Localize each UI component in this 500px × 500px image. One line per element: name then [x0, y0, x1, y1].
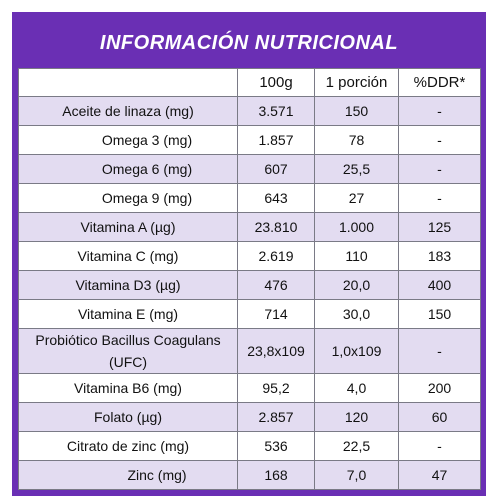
- row-label: Vitamina D3 (µg): [18, 270, 238, 300]
- value-100g: 95,2: [237, 373, 315, 403]
- table-row: Vitamina E (mg) 714 30,0 150: [18, 299, 481, 329]
- row-label: Omega 3 (mg): [18, 125, 238, 155]
- row-label: Vitamina A (µg): [18, 212, 238, 242]
- table-row: Vitamina A (µg) 23.810 1.000 125: [18, 212, 481, 242]
- table-row: Vitamina C (mg) 2.619 110 183: [18, 241, 481, 271]
- table-row: Omega 6 (mg) 607 25,5 -: [18, 154, 481, 184]
- value-100g: 168: [237, 460, 315, 490]
- value-ddr: 125: [398, 212, 481, 242]
- value-portion: 27: [314, 183, 399, 213]
- value-ddr: 150: [398, 299, 481, 329]
- row-label: Omega 9 (mg): [18, 183, 238, 213]
- nutrition-title: INFORMACIÓN NUTRICIONAL: [99, 31, 399, 54]
- row-label: Citrato de zinc (mg): [18, 431, 238, 461]
- value-portion: 4,0: [314, 373, 399, 403]
- value-100g: 1.857: [237, 125, 315, 155]
- table-row: Omega 9 (mg) 643 27 -: [18, 183, 481, 213]
- header-row: 100g 1 porción %DDR*: [18, 68, 481, 97]
- value-ddr: 200: [398, 373, 481, 403]
- table-row: Vitamina B6 (mg) 95,2 4,0 200: [18, 373, 481, 403]
- table-row: Citrato de zinc (mg) 536 22,5 -: [18, 431, 481, 461]
- table-row: Aceite de linaza (mg) 3.571 150 -: [18, 96, 481, 126]
- header-ddr: %DDR*: [398, 68, 481, 97]
- value-ddr: -: [398, 328, 481, 374]
- header-portion: 1 porción: [314, 68, 399, 97]
- value-100g: 23,8x109: [237, 328, 315, 374]
- value-ddr: -: [398, 96, 481, 126]
- header-label-cell: [18, 68, 238, 97]
- value-ddr: 183: [398, 241, 481, 271]
- value-portion: 78: [314, 125, 399, 155]
- nutrition-panel: INFORMACIÓN NUTRICIONAL 100g 1 porción %…: [12, 12, 486, 496]
- row-label: Aceite de linaza (mg): [18, 96, 238, 126]
- value-ddr: 47: [398, 460, 481, 490]
- value-portion: 1,0x109: [314, 328, 399, 374]
- value-100g: 643: [237, 183, 315, 213]
- header-100g: 100g: [237, 68, 315, 97]
- value-ddr: -: [398, 154, 481, 184]
- value-100g: 3.571: [237, 96, 315, 126]
- value-portion: 150: [314, 96, 399, 126]
- row-label: Omega 6 (mg): [18, 154, 238, 184]
- value-portion: 22,5: [314, 431, 399, 461]
- table-row: Vitamina D3 (µg) 476 20,0 400: [18, 270, 481, 300]
- row-label: Vitamina C (mg): [18, 241, 238, 271]
- table-row: Omega 3 (mg) 1.857 78 -: [18, 125, 481, 155]
- row-label: Zinc (mg): [18, 460, 238, 490]
- value-100g: 607: [237, 154, 315, 184]
- value-portion: 7,0: [314, 460, 399, 490]
- nutrition-table: 100g 1 porción %DDR* Aceite de linaza (m…: [18, 68, 481, 490]
- value-100g: 2.857: [237, 402, 315, 432]
- value-ddr: 400: [398, 270, 481, 300]
- value-portion: 30,0: [314, 299, 399, 329]
- value-portion: 1.000: [314, 212, 399, 242]
- value-portion: 25,5: [314, 154, 399, 184]
- value-100g: 23.810: [237, 212, 315, 242]
- value-portion: 120: [314, 402, 399, 432]
- value-ddr: -: [398, 183, 481, 213]
- value-ddr: 60: [398, 402, 481, 432]
- value-100g: 714: [237, 299, 315, 329]
- value-portion: 20,0: [314, 270, 399, 300]
- table-row: Zinc (mg) 168 7,0 47: [18, 460, 481, 490]
- row-label: Vitamina B6 (mg): [18, 373, 238, 403]
- value-ddr: -: [398, 431, 481, 461]
- row-label: Probiótico Bacillus Coagulans (UFC): [18, 328, 238, 374]
- value-ddr: -: [398, 125, 481, 155]
- value-portion: 110: [314, 241, 399, 271]
- value-100g: 2.619: [237, 241, 315, 271]
- value-100g: 476: [237, 270, 315, 300]
- table-row: Folato (µg) 2.857 120 60: [18, 402, 481, 432]
- row-label: Folato (µg): [18, 402, 238, 432]
- row-label: Vitamina E (mg): [18, 299, 238, 329]
- value-100g: 536: [237, 431, 315, 461]
- table-row: Probiótico Bacillus Coagulans (UFC) 23,8…: [18, 328, 481, 374]
